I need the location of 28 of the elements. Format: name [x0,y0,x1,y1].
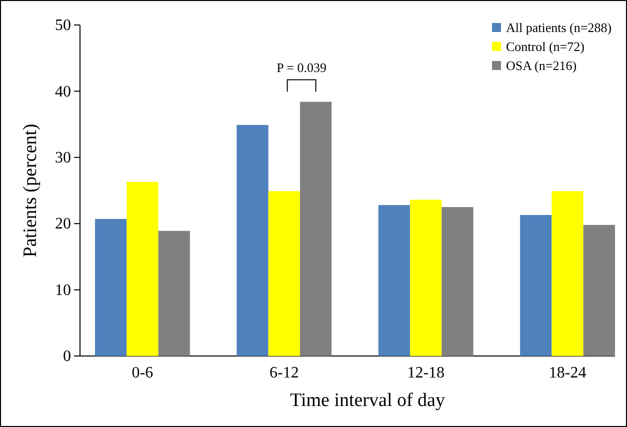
bar [378,205,410,356]
y-tick-label: 0 [63,348,71,366]
x-tick-label: 0-6 [132,364,154,382]
bar [158,230,190,356]
x-axis-title: Time interval of day [290,390,446,411]
bar [300,102,332,356]
bar [126,182,158,356]
x-tick-label: 12-18 [407,364,445,382]
legend-label: All patients (n=288) [506,20,612,35]
bar [95,218,127,356]
legend-label: Control (n=72) [506,39,584,54]
x-tick-label: 6-12 [269,364,299,382]
y-tick-label: 20 [55,216,71,233]
bar [236,124,268,356]
legend-label: OSA (n=216) [506,58,577,73]
bar [583,224,615,356]
x-tick-label: 18-24 [548,364,586,382]
bar [520,214,552,356]
y-axis-title: Patients (percent) [20,124,41,258]
bar [442,207,474,356]
y-tick-label: 10 [55,282,71,299]
y-tick-label: 30 [55,150,71,167]
bar [410,200,442,356]
y-tick-label: 40 [55,83,71,100]
annotation: P = 0.039 [276,60,326,75]
bar [268,191,300,356]
y-tick-label: 50 [55,17,71,34]
bar [552,191,584,356]
